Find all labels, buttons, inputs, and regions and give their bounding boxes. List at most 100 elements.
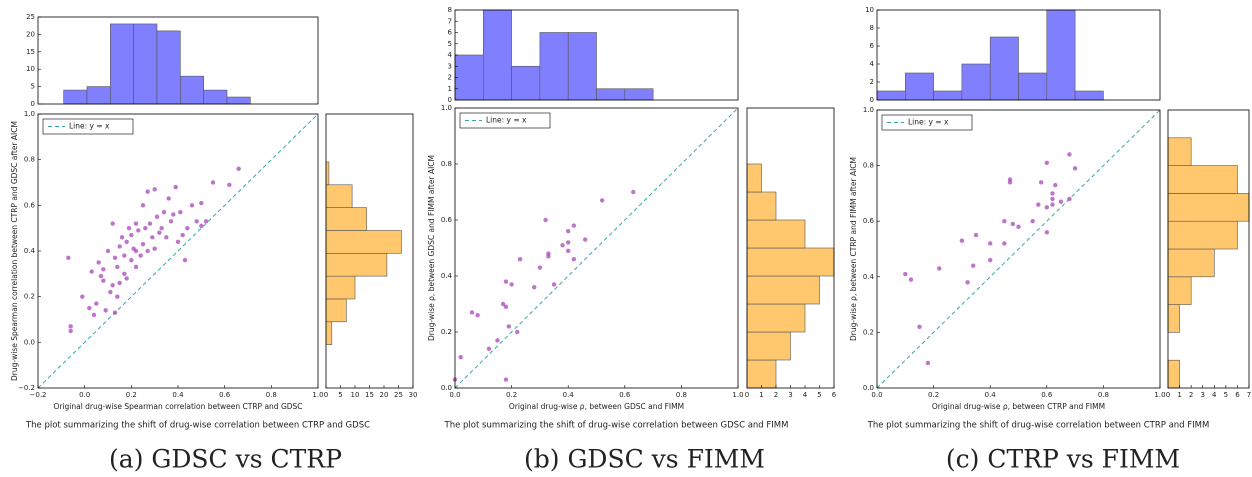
panel-caption: (a) GDSC vs CTRP bbox=[109, 445, 342, 474]
y-axis-label: Drug-wise Spearman correlation between C… bbox=[10, 121, 19, 381]
y-tick-label: 0.8 bbox=[24, 156, 35, 164]
panel-caption: (c) CTRP vs FIMM bbox=[946, 445, 1180, 474]
y-tick-label: 1 bbox=[448, 85, 452, 93]
histogram-bar bbox=[325, 184, 353, 208]
scatter-point bbox=[486, 346, 492, 351]
scatter-point bbox=[173, 184, 178, 190]
histogram-bar bbox=[1167, 276, 1192, 305]
x-tick-label: 1.0 bbox=[312, 391, 323, 399]
histogram-bar bbox=[1167, 248, 1215, 278]
scatter-point bbox=[631, 189, 636, 195]
scatter-point bbox=[178, 209, 183, 215]
scatter-point bbox=[126, 225, 132, 231]
x-tick-label: 0 bbox=[1166, 391, 1170, 399]
plot-note: The plot summarizing the shift of drug-w… bbox=[867, 421, 1210, 431]
x-tick-label: 0.4 bbox=[563, 391, 575, 399]
scatter-point bbox=[532, 285, 537, 290]
y-tick-label: 20 bbox=[26, 30, 35, 38]
histogram-bar bbox=[1167, 137, 1192, 166]
histogram-bar bbox=[624, 88, 654, 101]
scatter-point bbox=[560, 243, 565, 248]
scatter-point bbox=[1007, 180, 1013, 185]
scatter-point bbox=[1044, 160, 1050, 166]
histogram-bar bbox=[133, 23, 158, 105]
y-tick-label: 0.2 bbox=[441, 328, 452, 336]
scatter-point bbox=[903, 271, 908, 277]
y-tick-label: 0 bbox=[448, 96, 452, 104]
scatter-point bbox=[112, 310, 118, 315]
histogram-bar bbox=[746, 163, 762, 193]
x-tick-label: 0.0 bbox=[79, 391, 90, 399]
scatter-point bbox=[152, 187, 157, 192]
x-tick-label: 0.8 bbox=[676, 391, 687, 399]
y-tick-label: 0.0 bbox=[863, 384, 874, 392]
scatter-point bbox=[469, 310, 475, 315]
histogram-bar bbox=[1046, 9, 1076, 101]
axes-frame bbox=[454, 107, 739, 389]
legend-label: Line: y = x bbox=[69, 122, 110, 131]
panel-caption: (b) GDSC vs FIMM bbox=[524, 445, 765, 474]
scatter-point bbox=[194, 219, 199, 224]
scatter-point bbox=[1053, 182, 1058, 188]
scatter-point bbox=[988, 241, 993, 246]
x-tick-label: 1.0 bbox=[1154, 391, 1165, 399]
scatter-point bbox=[122, 271, 127, 277]
y-tick-label: 10 bbox=[865, 6, 874, 14]
histogram-bar bbox=[989, 36, 1019, 101]
scatter-point bbox=[189, 203, 195, 208]
x-tick-label: 3 bbox=[788, 391, 792, 399]
histogram-bar bbox=[539, 32, 569, 101]
scatter-point bbox=[101, 278, 106, 283]
x-tick-label: 0.2 bbox=[506, 391, 517, 399]
scatter-point bbox=[96, 260, 101, 265]
scatter-point bbox=[908, 277, 914, 282]
legend-box bbox=[459, 112, 551, 129]
histogram-bar bbox=[180, 75, 204, 105]
scatter-point bbox=[152, 246, 157, 251]
legend-label: Line: y = x bbox=[486, 116, 527, 125]
scatter-point bbox=[551, 282, 557, 287]
histogram-bar bbox=[596, 88, 626, 101]
plot-note: The plot summarizing the shift of drug-w… bbox=[444, 421, 789, 431]
histogram-bar bbox=[325, 321, 333, 345]
y-tick-label: 0.4 bbox=[24, 247, 36, 255]
scatter-point bbox=[154, 214, 160, 219]
x-axis-label: Original drug-wise ρ, between GDSC and F… bbox=[509, 402, 684, 411]
scatter-point bbox=[115, 264, 120, 270]
x-tick-label: 15 bbox=[365, 391, 374, 399]
axes-frame bbox=[876, 9, 1161, 101]
scatter-point bbox=[236, 166, 241, 171]
scatter-point bbox=[566, 229, 571, 234]
scatter-point bbox=[988, 257, 993, 263]
scatter-point bbox=[506, 324, 511, 329]
x-tick-label: 4 bbox=[1212, 391, 1217, 399]
x-tick-label: 0 bbox=[745, 391, 749, 399]
y-tick-label: 0.0 bbox=[24, 338, 35, 346]
scatter-point bbox=[973, 232, 979, 238]
x-tick-label: −0.2 bbox=[30, 391, 47, 399]
scatter-point bbox=[210, 180, 216, 185]
scatter-point bbox=[168, 219, 174, 224]
scatter-point bbox=[103, 308, 108, 313]
y-tick-label: 1.0 bbox=[24, 110, 35, 118]
scatter-point bbox=[129, 232, 134, 238]
scatter-point bbox=[965, 280, 970, 285]
x-tick-label: 0.0 bbox=[871, 391, 882, 399]
histogram-bar bbox=[1167, 165, 1238, 194]
histogram-bar bbox=[746, 359, 777, 389]
y-tick-label: 1.0 bbox=[441, 104, 452, 112]
x-tick-label: 0.8 bbox=[266, 391, 277, 399]
histogram-bar bbox=[325, 230, 402, 254]
plot-note: The plot summarizing the shift of drug-w… bbox=[25, 421, 370, 431]
histogram-bar bbox=[86, 86, 111, 105]
scatter-point bbox=[66, 255, 71, 261]
scatter-point bbox=[1010, 221, 1016, 227]
y-tick-label: 0.4 bbox=[441, 272, 453, 280]
histogram-bar bbox=[226, 96, 251, 105]
x-axis-label: Original drug-wise Spearman correlation … bbox=[53, 402, 302, 411]
scatter-point bbox=[87, 305, 92, 311]
scatter-point bbox=[543, 217, 548, 223]
scatter-point bbox=[117, 244, 122, 249]
scatter-point bbox=[101, 267, 106, 272]
x-tick-label: 5 bbox=[1224, 391, 1228, 399]
